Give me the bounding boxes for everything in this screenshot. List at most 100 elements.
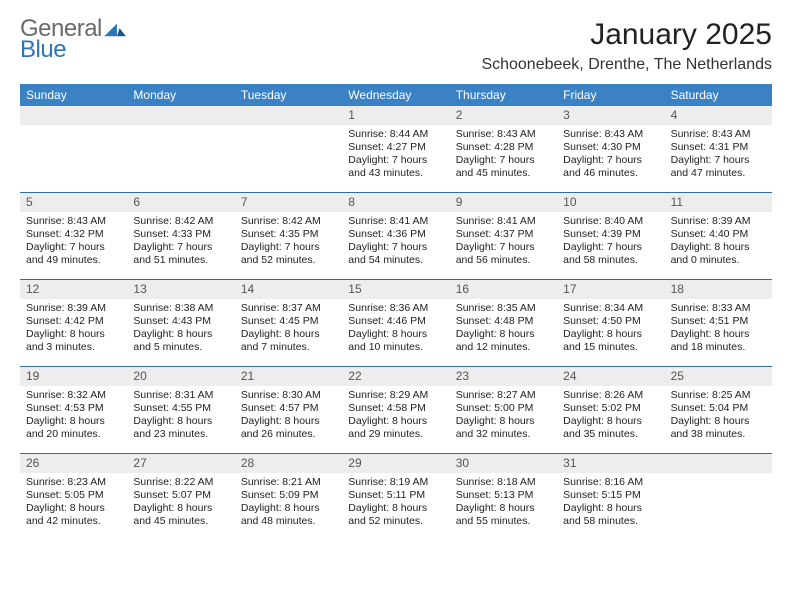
day-dl1: Daylight: 8 hours xyxy=(671,415,766,428)
day-ss: Sunset: 4:35 PM xyxy=(241,228,336,241)
day-cell: 16Sunrise: 8:35 AMSunset: 4:48 PMDayligh… xyxy=(450,280,557,366)
day-dl2: and 58 minutes. xyxy=(563,254,658,267)
day-cell: 19Sunrise: 8:32 AMSunset: 4:53 PMDayligh… xyxy=(20,367,127,453)
logo-mark-icon xyxy=(104,20,128,41)
day-dl2: and 23 minutes. xyxy=(133,428,228,441)
day-body: Sunrise: 8:23 AMSunset: 5:05 PMDaylight:… xyxy=(20,473,127,535)
day-body: Sunrise: 8:16 AMSunset: 5:15 PMDaylight:… xyxy=(557,473,664,535)
day-dl2: and 7 minutes. xyxy=(241,341,336,354)
day-number: 11 xyxy=(665,193,772,212)
day-dl2: and 12 minutes. xyxy=(456,341,551,354)
dow-saturday: Saturday xyxy=(665,84,772,106)
day-body: Sunrise: 8:40 AMSunset: 4:39 PMDaylight:… xyxy=(557,212,664,274)
day-body: Sunrise: 8:32 AMSunset: 4:53 PMDaylight:… xyxy=(20,386,127,448)
day-body: Sunrise: 8:35 AMSunset: 4:48 PMDaylight:… xyxy=(450,299,557,361)
title-block: January 2025 Schoonebeek, Drenthe, The N… xyxy=(481,18,772,74)
day-dl2: and 26 minutes. xyxy=(241,428,336,441)
day-dl1: Daylight: 8 hours xyxy=(133,415,228,428)
day-dl2: and 0 minutes. xyxy=(671,254,766,267)
day-dl2: and 43 minutes. xyxy=(348,167,443,180)
day-ss: Sunset: 5:00 PM xyxy=(456,402,551,415)
day-dl2: and 29 minutes. xyxy=(348,428,443,441)
day-ss: Sunset: 4:55 PM xyxy=(133,402,228,415)
day-body: Sunrise: 8:33 AMSunset: 4:51 PMDaylight:… xyxy=(665,299,772,361)
empty-day-bar xyxy=(665,454,772,473)
day-number: 29 xyxy=(342,454,449,473)
day-sr: Sunrise: 8:39 AM xyxy=(26,302,121,315)
day-dl1: Daylight: 7 hours xyxy=(563,241,658,254)
day-dl1: Daylight: 8 hours xyxy=(348,328,443,341)
day-dl2: and 49 minutes. xyxy=(26,254,121,267)
day-body: Sunrise: 8:21 AMSunset: 5:09 PMDaylight:… xyxy=(235,473,342,535)
day-body: Sunrise: 8:41 AMSunset: 4:37 PMDaylight:… xyxy=(450,212,557,274)
day-ss: Sunset: 5:05 PM xyxy=(26,489,121,502)
dow-row: Sunday Monday Tuesday Wednesday Thursday… xyxy=(20,84,772,106)
day-number: 16 xyxy=(450,280,557,299)
day-body: Sunrise: 8:42 AMSunset: 4:33 PMDaylight:… xyxy=(127,212,234,274)
day-cell: 1Sunrise: 8:44 AMSunset: 4:27 PMDaylight… xyxy=(342,106,449,192)
empty-day-bar xyxy=(127,106,234,125)
day-body: Sunrise: 8:19 AMSunset: 5:11 PMDaylight:… xyxy=(342,473,449,535)
day-dl1: Daylight: 8 hours xyxy=(26,328,121,341)
day-number: 22 xyxy=(342,367,449,386)
week-row: 19Sunrise: 8:32 AMSunset: 4:53 PMDayligh… xyxy=(20,367,772,454)
day-dl1: Daylight: 8 hours xyxy=(133,328,228,341)
day-body: Sunrise: 8:39 AMSunset: 4:40 PMDaylight:… xyxy=(665,212,772,274)
day-ss: Sunset: 5:11 PM xyxy=(348,489,443,502)
day-ss: Sunset: 4:37 PM xyxy=(456,228,551,241)
day-body: Sunrise: 8:43 AMSunset: 4:28 PMDaylight:… xyxy=(450,125,557,187)
day-dl1: Daylight: 8 hours xyxy=(456,502,551,515)
day-dl1: Daylight: 7 hours xyxy=(671,154,766,167)
day-number: 31 xyxy=(557,454,664,473)
day-cell xyxy=(235,106,342,192)
day-sr: Sunrise: 8:18 AM xyxy=(456,476,551,489)
day-dl2: and 3 minutes. xyxy=(26,341,121,354)
day-number: 4 xyxy=(665,106,772,125)
day-sr: Sunrise: 8:19 AM xyxy=(348,476,443,489)
day-body: Sunrise: 8:43 AMSunset: 4:31 PMDaylight:… xyxy=(665,125,772,187)
day-number: 19 xyxy=(20,367,127,386)
day-cell: 5Sunrise: 8:43 AMSunset: 4:32 PMDaylight… xyxy=(20,193,127,279)
day-cell: 21Sunrise: 8:30 AMSunset: 4:57 PMDayligh… xyxy=(235,367,342,453)
day-dl2: and 42 minutes. xyxy=(26,515,121,528)
day-sr: Sunrise: 8:30 AM xyxy=(241,389,336,402)
day-cell: 25Sunrise: 8:25 AMSunset: 5:04 PMDayligh… xyxy=(665,367,772,453)
day-number: 5 xyxy=(20,193,127,212)
day-number: 24 xyxy=(557,367,664,386)
day-cell: 8Sunrise: 8:41 AMSunset: 4:36 PMDaylight… xyxy=(342,193,449,279)
day-sr: Sunrise: 8:43 AM xyxy=(456,128,551,141)
day-ss: Sunset: 5:04 PM xyxy=(671,402,766,415)
day-ss: Sunset: 4:36 PM xyxy=(348,228,443,241)
day-ss: Sunset: 4:43 PM xyxy=(133,315,228,328)
day-cell: 11Sunrise: 8:39 AMSunset: 4:40 PMDayligh… xyxy=(665,193,772,279)
day-cell xyxy=(20,106,127,192)
day-body: Sunrise: 8:43 AMSunset: 4:30 PMDaylight:… xyxy=(557,125,664,187)
day-ss: Sunset: 5:07 PM xyxy=(133,489,228,502)
day-cell: 26Sunrise: 8:23 AMSunset: 5:05 PMDayligh… xyxy=(20,454,127,540)
day-number: 13 xyxy=(127,280,234,299)
day-cell: 9Sunrise: 8:41 AMSunset: 4:37 PMDaylight… xyxy=(450,193,557,279)
day-cell: 7Sunrise: 8:42 AMSunset: 4:35 PMDaylight… xyxy=(235,193,342,279)
day-dl2: and 47 minutes. xyxy=(671,167,766,180)
day-dl1: Daylight: 7 hours xyxy=(26,241,121,254)
day-dl1: Daylight: 8 hours xyxy=(563,415,658,428)
day-dl1: Daylight: 8 hours xyxy=(456,415,551,428)
day-sr: Sunrise: 8:37 AM xyxy=(241,302,336,315)
day-dl1: Daylight: 7 hours xyxy=(456,241,551,254)
day-cell xyxy=(665,454,772,540)
day-number: 27 xyxy=(127,454,234,473)
day-dl1: Daylight: 8 hours xyxy=(563,502,658,515)
day-number: 9 xyxy=(450,193,557,212)
day-cell: 24Sunrise: 8:26 AMSunset: 5:02 PMDayligh… xyxy=(557,367,664,453)
day-number: 23 xyxy=(450,367,557,386)
day-dl1: Daylight: 8 hours xyxy=(348,502,443,515)
day-ss: Sunset: 5:09 PM xyxy=(241,489,336,502)
day-ss: Sunset: 4:31 PM xyxy=(671,141,766,154)
week-row: 26Sunrise: 8:23 AMSunset: 5:05 PMDayligh… xyxy=(20,454,772,540)
dow-monday: Monday xyxy=(127,84,234,106)
day-sr: Sunrise: 8:42 AM xyxy=(241,215,336,228)
day-dl2: and 48 minutes. xyxy=(241,515,336,528)
day-dl2: and 5 minutes. xyxy=(133,341,228,354)
day-ss: Sunset: 4:39 PM xyxy=(563,228,658,241)
day-dl2: and 56 minutes. xyxy=(456,254,551,267)
